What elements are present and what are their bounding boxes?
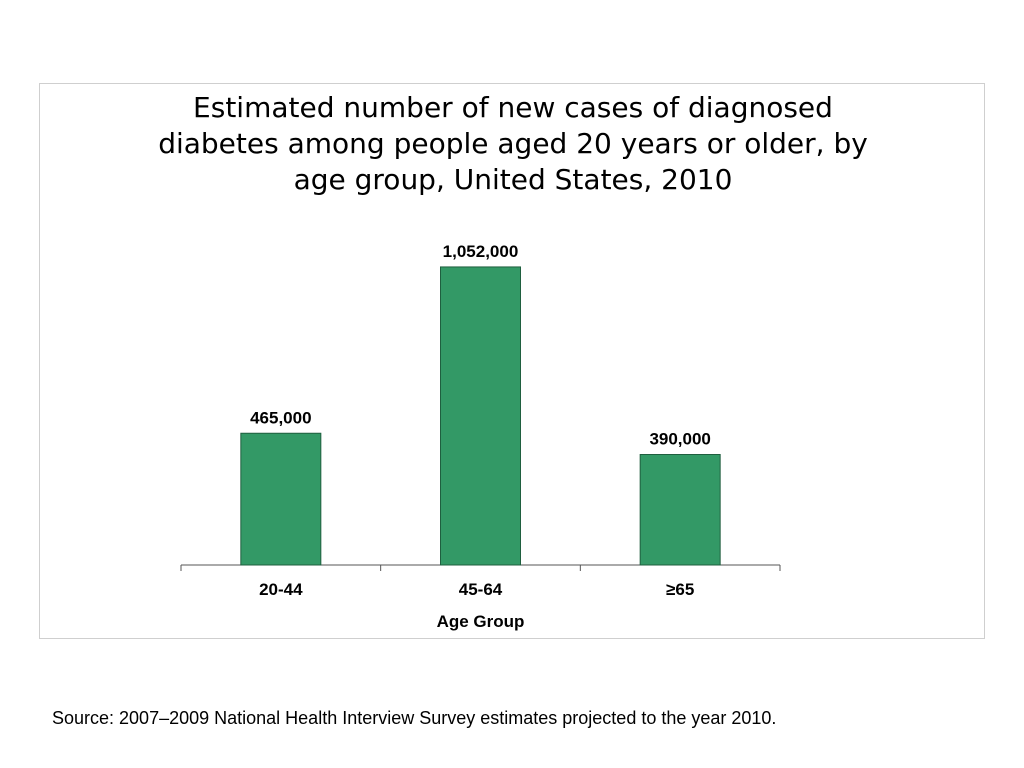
bar-value-label-1: 465,000 [250, 408, 311, 427]
chart-frame: Estimated number of new cases of diagnos… [39, 83, 985, 639]
x-tick-label-3: ≥65 [666, 580, 694, 599]
bar-value-label-2: 1,052,000 [443, 242, 519, 261]
x-tick-label-1: 20-44 [259, 580, 303, 599]
chart-title: Estimated number of new cases of diagnos… [40, 90, 986, 198]
chart-title-line-1: Estimated number of new cases of diagnos… [193, 91, 833, 124]
bar-chart: 465,000 20-44 1,052,000 45-64 390,000 ≥65 Age … [180, 242, 781, 631]
x-axis-label: Age Group [437, 612, 525, 631]
chart-title-line-3: age group, United States, 2010 [293, 163, 733, 196]
source-note: Source: 2007–2009 National Health Interv… [52, 708, 777, 728]
chart-title-line-2: diabetes among people aged 20 years or o… [158, 127, 868, 160]
bar-value-label-3: 390,000 [649, 430, 710, 449]
bar-1 [240, 432, 322, 566]
bar-3 [639, 454, 721, 566]
bar-2 [440, 266, 521, 566]
x-tick-label-2: 45-64 [459, 580, 503, 599]
